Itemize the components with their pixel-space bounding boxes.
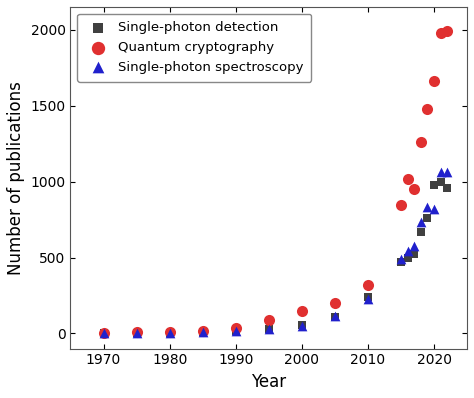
Quantum cryptography xyxy=(133,329,140,336)
Single-photon spectroscopy xyxy=(430,206,438,212)
Single-photon spectroscopy xyxy=(364,296,372,302)
Single-photon spectroscopy xyxy=(410,243,418,249)
Single-photon spectroscopy xyxy=(404,248,411,254)
Single-photon spectroscopy xyxy=(417,219,425,225)
Single-photon detection xyxy=(331,314,338,320)
Quantum cryptography xyxy=(298,308,306,314)
Single-photon detection xyxy=(444,185,451,191)
Quantum cryptography xyxy=(100,330,107,336)
Single-photon spectroscopy xyxy=(331,313,338,320)
Single-photon detection xyxy=(410,250,418,257)
Single-photon detection xyxy=(199,329,207,336)
Single-photon detection xyxy=(437,178,445,185)
Quantum cryptography xyxy=(437,29,445,36)
Single-photon spectroscopy xyxy=(199,329,207,336)
Single-photon spectroscopy xyxy=(424,203,431,210)
Single-photon detection xyxy=(232,328,239,334)
Single-photon spectroscopy xyxy=(265,326,273,332)
Quantum cryptography xyxy=(424,106,431,113)
Single-photon spectroscopy xyxy=(444,169,451,176)
Single-photon detection xyxy=(100,330,107,336)
Single-photon detection xyxy=(417,229,425,236)
Quantum cryptography xyxy=(199,328,207,334)
Single-photon spectroscopy xyxy=(100,330,107,336)
Quantum cryptography xyxy=(232,325,239,331)
Single-photon spectroscopy xyxy=(133,330,140,336)
Quantum cryptography xyxy=(430,78,438,84)
Legend: Single-photon detection, Quantum cryptography, Single-photon spectroscopy: Single-photon detection, Quantum cryptog… xyxy=(77,14,311,82)
Quantum cryptography xyxy=(404,176,411,182)
Single-photon spectroscopy xyxy=(166,330,173,336)
Single-photon detection xyxy=(298,322,306,328)
Quantum cryptography xyxy=(417,139,425,145)
Y-axis label: Number of publications: Number of publications xyxy=(7,81,25,275)
Quantum cryptography xyxy=(410,186,418,192)
Quantum cryptography xyxy=(397,202,405,208)
Single-photon detection xyxy=(397,259,405,265)
Single-photon detection xyxy=(265,326,273,332)
Single-photon detection xyxy=(364,294,372,300)
Single-photon spectroscopy xyxy=(232,328,239,334)
Single-photon detection xyxy=(166,330,173,336)
Single-photon detection xyxy=(133,330,140,336)
Single-photon detection xyxy=(424,215,431,221)
Single-photon spectroscopy xyxy=(298,323,306,330)
Single-photon spectroscopy xyxy=(397,256,405,262)
Single-photon detection xyxy=(404,254,411,261)
Quantum cryptography xyxy=(331,300,338,306)
X-axis label: Year: Year xyxy=(251,373,286,391)
Quantum cryptography xyxy=(166,328,173,335)
Single-photon detection xyxy=(430,181,438,188)
Single-photon spectroscopy xyxy=(437,169,445,176)
Quantum cryptography xyxy=(265,316,273,323)
Quantum cryptography xyxy=(364,282,372,288)
Quantum cryptography xyxy=(444,28,451,34)
